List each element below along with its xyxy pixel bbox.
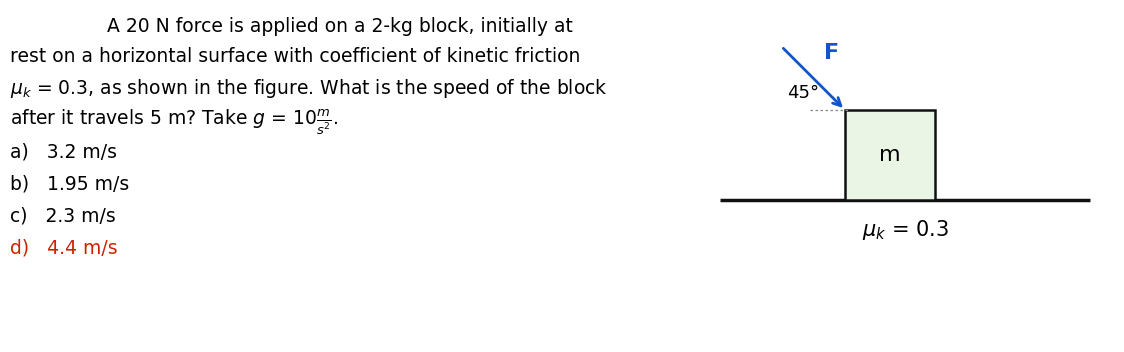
Text: A 20 N force is applied on a 2-kg block, initially at: A 20 N force is applied on a 2-kg block,… (107, 17, 573, 36)
Text: $\mu_k$ = 0.3: $\mu_k$ = 0.3 (861, 218, 949, 242)
Text: rest on a horizontal surface with coefficient of kinetic friction: rest on a horizontal surface with coeffi… (10, 47, 580, 66)
Text: 45°: 45° (787, 84, 819, 102)
Text: c)   2.3 m/s: c) 2.3 m/s (10, 206, 116, 225)
Text: b)   1.95 m/s: b) 1.95 m/s (10, 174, 129, 193)
Text: $\mu_k$ = 0.3, as shown in the figure. What is the speed of the block: $\mu_k$ = 0.3, as shown in the figure. W… (10, 77, 608, 100)
Text: F: F (824, 43, 840, 63)
Text: d)   4.4 m/s: d) 4.4 m/s (10, 238, 118, 257)
Bar (845, 110, 935, 200)
Text: after it travels 5 m? Take $g$ = 10$\frac{m}{s^2}$.: after it travels 5 m? Take $g$ = 10$\fra… (10, 107, 338, 137)
Text: m: m (879, 145, 900, 165)
Text: a)   3.2 m/s: a) 3.2 m/s (10, 142, 117, 161)
